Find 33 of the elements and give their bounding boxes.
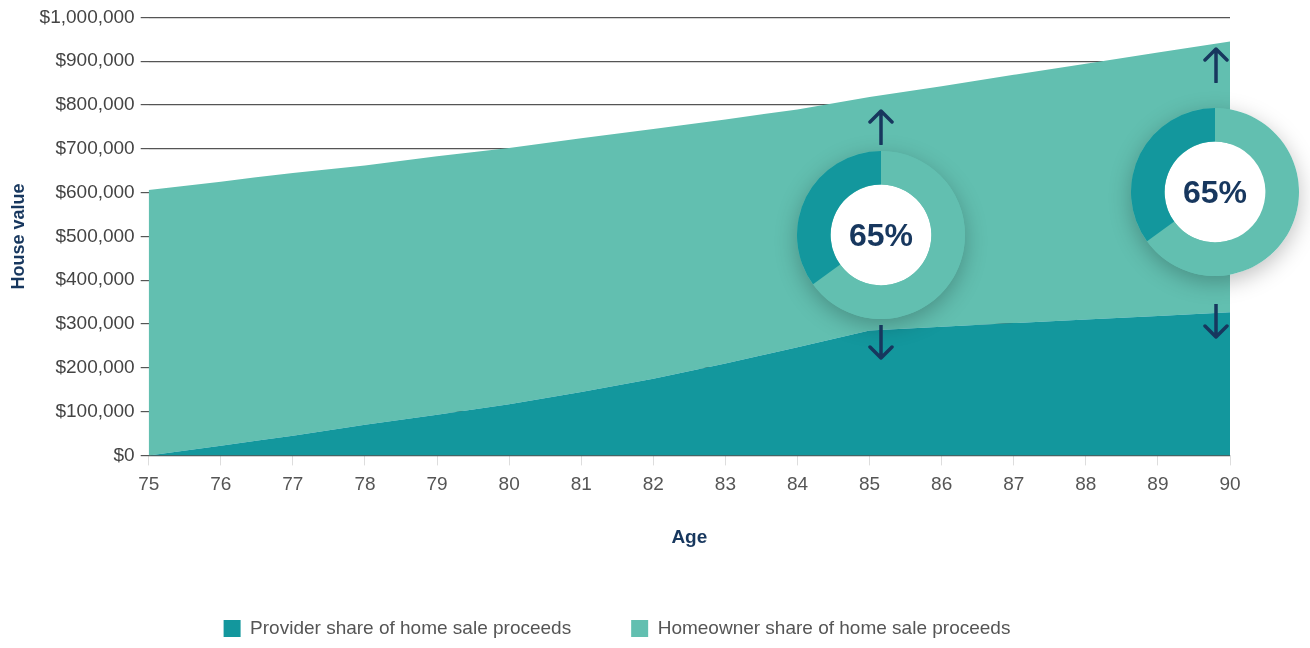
- x-tick-label: 82: [642, 473, 664, 495]
- x-tick-label: 80: [498, 473, 520, 495]
- y-tick-label: $400,000: [55, 268, 135, 290]
- y-tick-label: $0: [113, 443, 135, 465]
- annotation: 65%: [848, 216, 914, 253]
- y-tick-label: $900,000: [55, 49, 135, 71]
- annotation: 65%: [1182, 173, 1248, 210]
- y-tick-label: $300,000: [55, 312, 135, 334]
- x-tick-label: 76: [210, 473, 232, 495]
- y-tick-label: $200,000: [55, 356, 135, 378]
- y-tick-label: $1,000,000: [39, 5, 135, 27]
- x-tick-label: 89: [1147, 473, 1169, 495]
- x-tick-label: 81: [570, 473, 592, 495]
- x-axis-title: Age: [671, 525, 708, 547]
- x-tick-label: 90: [1219, 473, 1241, 495]
- x-tick-label: 87: [1003, 473, 1025, 495]
- y-tick-label: $600,000: [55, 180, 135, 202]
- y-tick-label: $100,000: [55, 399, 135, 421]
- x-tick-label: 86: [931, 473, 953, 495]
- x-tick-label: 83: [714, 473, 736, 495]
- x-tick-label: 78: [354, 473, 376, 495]
- x-tick-label: 84: [786, 473, 809, 495]
- x-tick-label: 77: [282, 473, 304, 495]
- x-tick-label: 75: [138, 473, 160, 495]
- y-tick-label: $800,000: [55, 93, 135, 115]
- legend-label: Provider share of home sale proceeds: [250, 616, 572, 638]
- y-tick-label: $700,000: [55, 137, 135, 159]
- y-tick-label: $500,000: [55, 224, 135, 246]
- y-axis-title: House value: [7, 183, 28, 290]
- legend-label: Homeowner share of home sale proceeds: [657, 616, 1011, 638]
- x-tick-label: 85: [858, 473, 881, 495]
- x-tick-label: 88: [1075, 473, 1097, 495]
- x-tick-label: 79: [426, 473, 448, 495]
